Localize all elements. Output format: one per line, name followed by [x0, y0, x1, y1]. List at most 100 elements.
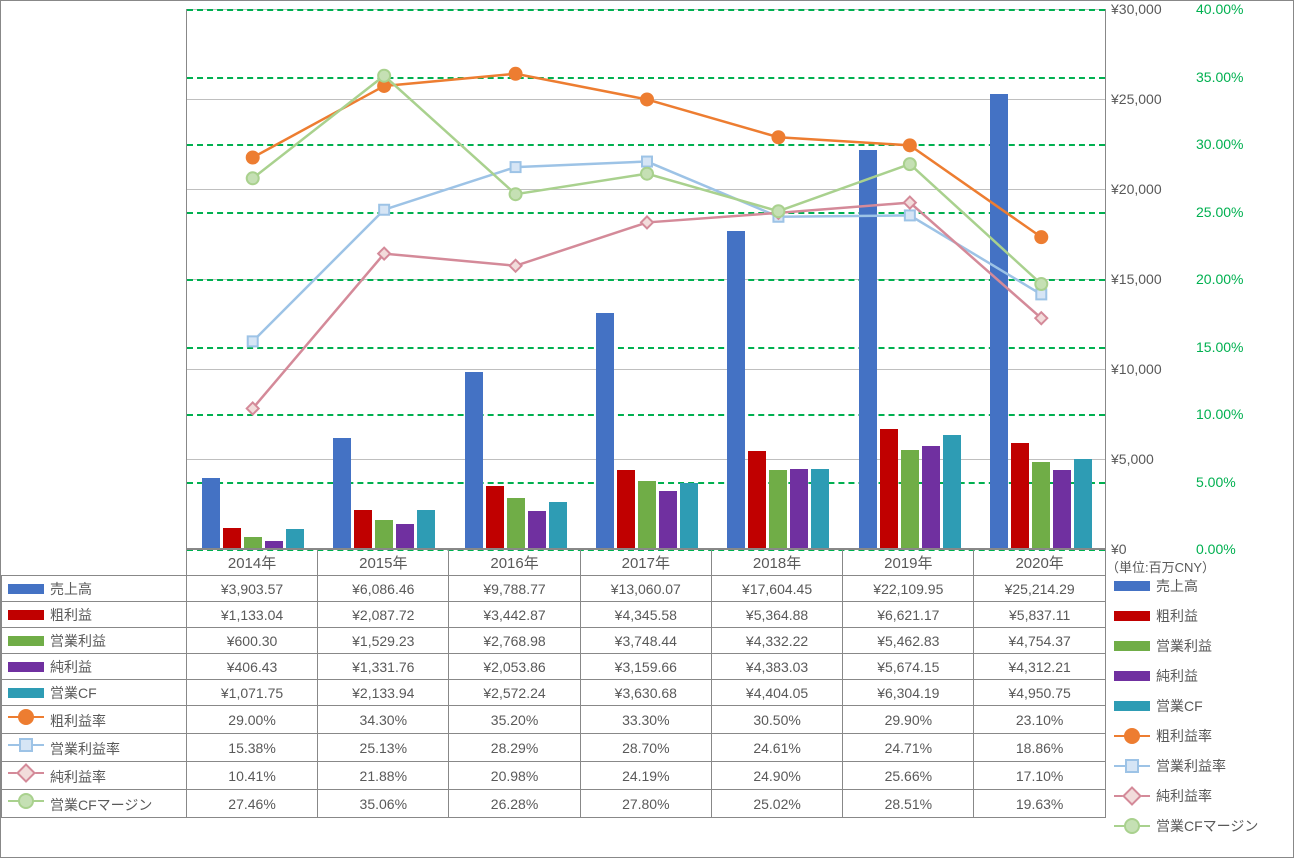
line-npm: [253, 203, 1042, 409]
table-row: 営業利益¥600.30¥1,529.23¥2,768.98¥3,748.44¥4…: [2, 628, 1106, 654]
y-tick-primary: ¥15,000: [1111, 271, 1162, 287]
category-cell: 2019年: [843, 550, 974, 576]
legend: 売上高粗利益営業利益純利益営業CF粗利益率営業利益率純利益率営業CFマージン: [1114, 571, 1258, 841]
data-cell: ¥4,950.75: [974, 680, 1105, 706]
data-cell: 26.28%: [449, 790, 580, 818]
marker-npm: [510, 260, 522, 272]
series-label: 売上高: [50, 581, 92, 597]
series-label-cell: 粗利益率: [2, 706, 187, 734]
data-cell: ¥22,109.95: [843, 576, 974, 602]
category-cell: 2020年: [974, 550, 1105, 576]
data-cell: ¥4,754.37: [974, 628, 1105, 654]
data-cell: 34.30%: [318, 706, 449, 734]
data-cell: 17.10%: [974, 762, 1105, 790]
data-cell: ¥9,788.77: [449, 576, 580, 602]
category-cell: 2016年: [449, 550, 580, 576]
table-row: 営業利益率15.38%25.13%28.29%28.70%24.61%24.71…: [2, 734, 1106, 762]
data-cell: ¥406.43: [186, 654, 317, 680]
marker-gm: [1035, 231, 1047, 243]
series-label-cell: 営業CFマージン: [2, 790, 187, 818]
data-cell: 35.06%: [318, 790, 449, 818]
marker-ocfm: [247, 172, 259, 184]
series-label: 営業CF: [50, 685, 97, 701]
y-tick-secondary: 10.00%: [1196, 406, 1243, 422]
data-cell: ¥3,442.87: [449, 602, 580, 628]
legend-label: 営業CF: [1156, 696, 1203, 716]
series-label-cell: 営業利益: [2, 628, 187, 654]
data-cell: ¥5,837.11: [974, 602, 1105, 628]
marker-opm: [511, 162, 521, 172]
data-cell: ¥3,159.66: [580, 654, 711, 680]
y-tick-secondary: 40.00%: [1196, 1, 1243, 17]
data-cell: ¥600.30: [186, 628, 317, 654]
y-tick-secondary: 15.00%: [1196, 339, 1243, 355]
marker-ocfm: [510, 188, 522, 200]
table-corner: [2, 550, 187, 576]
y-tick-primary: ¥0: [1111, 541, 1127, 557]
category-cell: 2018年: [711, 550, 842, 576]
y-tick-secondary: 30.00%: [1196, 136, 1243, 152]
legend-item: 営業CFマージン: [1114, 811, 1258, 841]
data-cell: ¥4,312.21: [974, 654, 1105, 680]
y-tick-secondary: 25.00%: [1196, 204, 1243, 220]
data-cell: ¥1,331.76: [318, 654, 449, 680]
legend-label: 営業利益: [1156, 636, 1212, 656]
table-row: 純利益率10.41%21.88%20.98%24.19%24.90%25.66%…: [2, 762, 1106, 790]
data-cell: 15.38%: [186, 734, 317, 762]
data-cell: 21.88%: [318, 762, 449, 790]
data-cell: 35.20%: [449, 706, 580, 734]
data-cell: ¥2,768.98: [449, 628, 580, 654]
data-cell: ¥2,053.86: [449, 654, 580, 680]
y-tick-primary: ¥20,000: [1111, 181, 1162, 197]
data-cell: ¥6,621.17: [843, 602, 974, 628]
series-label: 粗利益: [50, 607, 92, 623]
legend-item: 純利益: [1114, 661, 1258, 691]
legend-item: 売上高: [1114, 571, 1258, 601]
data-cell: ¥3,903.57: [186, 576, 317, 602]
y-tick-secondary: 20.00%: [1196, 271, 1243, 287]
series-label: 営業利益率: [50, 741, 120, 757]
marker-gm: [247, 152, 259, 164]
data-cell: ¥6,304.19: [843, 680, 974, 706]
data-cell: ¥5,364.88: [711, 602, 842, 628]
data-cell: ¥13,060.07: [580, 576, 711, 602]
data-table: 2014年2015年2016年2017年2018年2019年2020年売上高 ¥3…: [1, 549, 1106, 818]
data-cell: ¥25,214.29: [974, 576, 1105, 602]
data-cell: ¥2,087.72: [318, 602, 449, 628]
marker-ocfm: [904, 158, 916, 170]
data-cell: 25.13%: [318, 734, 449, 762]
y-tick-secondary: 35.00%: [1196, 69, 1243, 85]
data-cell: 20.98%: [449, 762, 580, 790]
chart-container: ¥0¥5,000¥10,000¥15,000¥20,000¥25,000¥30,…: [0, 0, 1294, 858]
legend-item: 粗利益率: [1114, 721, 1258, 751]
data-cell: 30.50%: [711, 706, 842, 734]
marker-opm: [905, 210, 915, 220]
table-row-categories: 2014年2015年2016年2017年2018年2019年2020年: [2, 550, 1106, 576]
y-tick-primary: ¥5,000: [1111, 451, 1154, 467]
legend-label: 粗利益率: [1156, 726, 1212, 746]
data-cell: 24.19%: [580, 762, 711, 790]
category-cell: 2015年: [318, 550, 449, 576]
table-row: 売上高¥3,903.57¥6,086.46¥9,788.77¥13,060.07…: [2, 576, 1106, 602]
category-cell: 2017年: [580, 550, 711, 576]
data-cell: 19.63%: [974, 790, 1105, 818]
legend-label: 売上高: [1156, 576, 1198, 596]
y-tick-secondary: 5.00%: [1196, 474, 1236, 490]
data-cell: 27.80%: [580, 790, 711, 818]
marker-gm: [904, 139, 916, 151]
data-cell: 18.86%: [974, 734, 1105, 762]
data-cell: ¥5,462.83: [843, 628, 974, 654]
series-label: 純利益率: [50, 769, 106, 785]
data-cell: 33.30%: [580, 706, 711, 734]
table-row: 営業CF¥1,071.75¥2,133.94¥2,572.24¥3,630.68…: [2, 680, 1106, 706]
marker-npm: [641, 216, 653, 228]
legend-label: 営業利益率: [1156, 756, 1226, 776]
series-label: 営業CFマージン: [50, 797, 152, 813]
marker-ocfm: [772, 205, 784, 217]
marker-ocfm: [378, 70, 390, 82]
y-tick-primary: ¥25,000: [1111, 91, 1162, 107]
marker-gm: [510, 68, 522, 80]
legend-item: 営業CF: [1114, 691, 1258, 721]
data-cell: 24.71%: [843, 734, 974, 762]
legend-label: 純利益: [1156, 666, 1198, 686]
